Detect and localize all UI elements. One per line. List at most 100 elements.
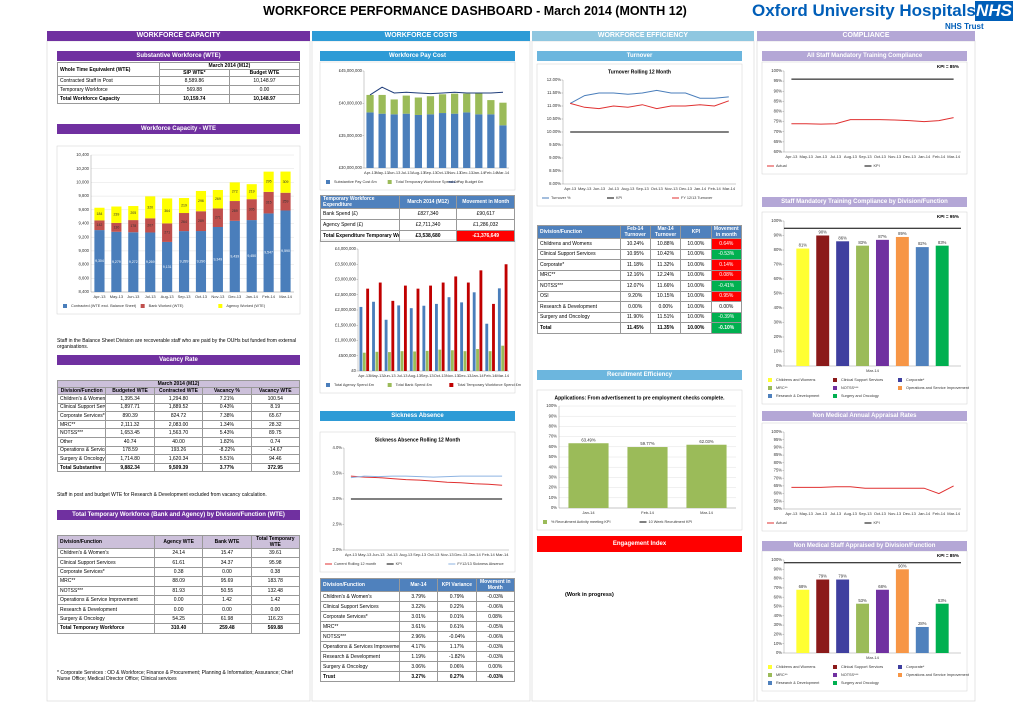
x-tick-label: Jul-13 — [830, 154, 842, 159]
x-tick-label: Mar-14 — [700, 510, 713, 515]
x-tick-label: Dec-13 — [679, 186, 693, 191]
table-header: Budget WTE — [228, 69, 301, 77]
data-label: 271 — [215, 216, 221, 220]
table-cell: Temporary Workforce — [57, 85, 160, 95]
y-tick-label: 10.00% — [547, 129, 561, 134]
table-cell: 1.42 — [202, 594, 252, 606]
legend-label: Total Temporary Workforce Spend £m — [457, 383, 521, 387]
x-tick-label: Feb-14 — [933, 511, 946, 516]
bar — [426, 114, 435, 168]
panel-header: Engagement Index — [537, 536, 742, 552]
panel-header: Non Medical Staff Appraised by Division/… — [762, 541, 967, 551]
y-tick-label: 20% — [774, 334, 783, 339]
table-header: Mar-14 — [398, 578, 439, 592]
y-tick-label: 9,200 — [79, 234, 90, 239]
table-header: Mar-14 Turnover — [649, 225, 682, 239]
table-cell: 11.66% — [649, 280, 682, 292]
chart: Sickness Absence Rolling 12 Month 2.0% 2.5… — [319, 431, 516, 573]
table-cell: 40.74 — [105, 436, 155, 447]
table-cell: 1.42 — [250, 594, 301, 606]
legend-label: Clinical Support Services — [841, 378, 883, 382]
x-tick-label: Oct-13 — [651, 186, 664, 191]
bar — [403, 285, 407, 371]
annotation: KPI = 85% — [937, 64, 959, 69]
bar — [359, 306, 363, 371]
table-cell: 10,159.74 — [158, 94, 230, 104]
table-row: Children's & Women's 24.14 15.47 39.61 — [57, 547, 301, 559]
bar — [378, 282, 382, 371]
legend-swatch — [898, 386, 902, 390]
table-cell: 183.78 — [250, 576, 301, 587]
table-cell: 10.00% — [680, 290, 712, 302]
y-tick-label: 40% — [774, 613, 783, 618]
table-row: Operations & Service Improvement 0.00 1.42… — [57, 594, 301, 606]
legend-label: Actual — [776, 164, 787, 168]
data-label: 219 — [181, 203, 187, 207]
y-tick-label: 10,400 — [76, 152, 89, 157]
data-label: 79% — [838, 574, 847, 579]
y-tick-label: 10% — [549, 495, 558, 500]
legend-swatch — [768, 681, 772, 685]
y-tick-label: 60% — [774, 149, 783, 154]
table-cell: 12.24% — [649, 269, 682, 281]
bar — [425, 350, 429, 371]
table-row: Surgery & Oncology 3.06% 0.06% 0.00% — [320, 661, 516, 672]
x-tick-label: Jun-13 — [388, 170, 401, 175]
y-tick-label: 12.00% — [547, 77, 561, 82]
table-cell: 89.75 — [250, 428, 301, 438]
y-tick-label: 55% — [774, 498, 783, 503]
y-tick-label: £1,500,000 — [335, 322, 357, 327]
table-group-header: March 2014 (M12) — [158, 62, 301, 70]
legend-label: Childrens and Womens — [776, 665, 815, 669]
table-row: NOTSS*** 1,653.45 1,563.70 5.43% 89.75 — [56, 428, 301, 438]
table-header: Movement in Month — [475, 578, 516, 592]
x-tick-label: Mar-14 — [866, 368, 879, 373]
data-label: 269 — [215, 197, 221, 201]
x-tick-label: Jan-14 — [246, 294, 259, 299]
table-cell: 11.51% — [649, 311, 682, 323]
table-cell: Operations & Service Improvement — [57, 594, 155, 606]
x-tick-label: Feb-14 — [485, 170, 498, 175]
bar — [229, 201, 240, 221]
legend-label: Total Temporary Workforce Spend £m — [396, 180, 460, 184]
table-cell: 7.21% — [202, 394, 252, 404]
table-group-header: March 2014 (M12) — [57, 380, 300, 388]
table-cell: -0.39% — [710, 311, 743, 323]
legend-swatch — [387, 383, 392, 387]
y-tick-label: 80% — [774, 460, 783, 465]
data-label: 289 — [198, 219, 204, 223]
y-tick-label: 30% — [549, 475, 558, 480]
chart: £0 £500,000 £1,000,000 £1,500,000 £2,000,000… — [319, 239, 521, 394]
table-cell: 1,620.34 — [153, 454, 204, 464]
table-row: Children's & Women's 1,395.34 1,294.80 7.21… — [56, 394, 301, 404]
table-row: Corporate Services* 3.01% 0.01% 0.08% — [320, 611, 516, 622]
legend-label: MRC** — [776, 386, 788, 390]
table-header: Division/Function — [57, 535, 155, 549]
table-cell: 0.06% — [437, 661, 477, 672]
x-tick-label: May-13 — [375, 170, 389, 175]
y-tick-label: 9,800 — [79, 193, 90, 198]
x-tick-label: Oct-13 — [874, 511, 887, 516]
table-header-row: Whole Time Equivalent (WTE) March 2014 (M… — [57, 62, 301, 77]
legend-label: KPI — [874, 521, 880, 525]
table-cell: MRC** — [57, 576, 155, 587]
y-tick-label: £500,000 — [339, 353, 357, 358]
x-tick-label: Oct-13 — [874, 154, 887, 159]
legend-label: Operations and Service Improvement — [906, 386, 970, 390]
x-tick-label: Jul-13 — [397, 373, 409, 378]
table-header-row: Division/Function Agency WTE Bank WTE Total… — [57, 535, 301, 549]
y-tick-label: 20% — [549, 485, 558, 490]
table-row: Other 40.74 40.00 1.82% 0.74 — [56, 436, 301, 447]
x-tick-label: Nov-13 — [211, 294, 225, 299]
bar — [915, 247, 929, 366]
legend-label: Agency Worked (WTE) — [226, 304, 265, 308]
bar — [492, 303, 495, 371]
table-cell: 0.38 — [250, 566, 301, 578]
table-cell: 10.00% — [680, 301, 712, 313]
y-tick-label: 60% — [774, 594, 783, 599]
table-cell: Childrens and Womens — [537, 238, 621, 250]
table-cell: 0.00 — [202, 604, 252, 615]
table-cell: £1,286,032 — [456, 219, 515, 231]
x-tick-label: May-13 — [110, 294, 124, 299]
table-row: NOTSS*** 81.93 50.55 132.48 — [57, 585, 301, 596]
